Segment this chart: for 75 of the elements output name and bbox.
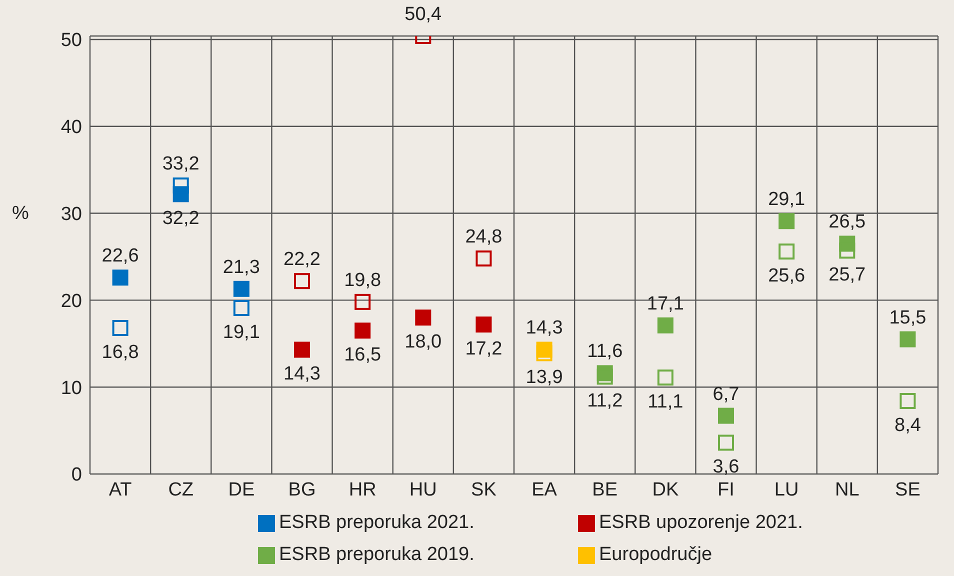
data-label: 14,3 — [526, 318, 563, 339]
data-label: 15,5 — [889, 307, 926, 328]
point — [839, 242, 856, 259]
data-label: 11,6 — [587, 341, 623, 362]
y-tick-label: 20 — [60, 290, 82, 312]
data-label: 24,8 — [465, 226, 502, 248]
point — [900, 331, 916, 348]
point — [354, 294, 371, 310]
data-label: 50,4 — [404, 4, 442, 25]
data-label: 19,8 — [344, 270, 382, 291]
point — [718, 434, 734, 451]
point — [778, 213, 795, 230]
x-tick-label: CZ — [168, 479, 194, 500]
legend-label: ESRB preporuka 2019. — [279, 544, 474, 566]
x-tick-label: BG — [288, 479, 316, 500]
point — [476, 250, 492, 266]
point — [900, 393, 916, 409]
y-tick-label: 10 — [60, 378, 82, 399]
legend-label: ESRB upozorenje 2021. — [599, 512, 803, 534]
point — [233, 300, 250, 316]
legend-label: ESRB preporuka 2021. — [279, 512, 474, 534]
point — [718, 408, 734, 424]
data-label: 32,2 — [162, 208, 200, 230]
point — [778, 244, 795, 260]
data-label: 19,1 — [222, 322, 260, 344]
data-label: 16,8 — [102, 342, 139, 363]
point — [476, 316, 492, 333]
data-label: 29,1 — [768, 189, 806, 210]
y-tick-label: 30 — [60, 204, 82, 226]
x-tick-label: AT — [108, 479, 132, 500]
x-tick-label: FI — [718, 479, 734, 500]
data-label: 6,7 — [712, 384, 740, 405]
data-label: 14,3 — [284, 364, 320, 385]
y-axis-title: % — [12, 203, 29, 225]
data-label: 22,2 — [284, 249, 320, 270]
data-label: 11,1 — [648, 392, 684, 413]
x-tick-label: SK — [471, 479, 497, 500]
x-tick-label: HU — [409, 479, 437, 500]
point — [596, 368, 613, 385]
data-label: 18,0 — [404, 332, 442, 353]
x-tick-label: LU — [774, 479, 799, 500]
x-tick-label: SE — [895, 479, 920, 500]
data-label: 21,3 — [222, 256, 260, 278]
data-label: 13,9 — [526, 367, 563, 388]
point — [294, 273, 310, 290]
y-tick-label: 50 — [60, 30, 82, 52]
data-label: 11,2 — [587, 390, 623, 412]
x-tick-label: HR — [348, 479, 376, 500]
legend-label: Europodručje — [599, 544, 712, 566]
point — [415, 310, 432, 326]
data-label: 8,4 — [894, 415, 922, 436]
point — [172, 177, 189, 194]
point — [536, 345, 552, 362]
point — [112, 270, 128, 286]
data-label: 25,7 — [828, 264, 866, 286]
point — [112, 320, 128, 336]
data-label: 16,5 — [344, 344, 382, 366]
point — [354, 322, 371, 339]
x-tick-label: DK — [652, 479, 679, 500]
data-label: 3,6 — [712, 456, 740, 478]
data-label: 22,6 — [102, 246, 139, 267]
point — [294, 342, 310, 358]
point — [233, 280, 250, 297]
x-tick-label: EA — [532, 479, 558, 500]
data-label: 33,2 — [162, 153, 200, 174]
point — [657, 317, 674, 334]
x-tick-label: NL — [834, 479, 860, 500]
data-label: 25,6 — [768, 266, 806, 287]
data-label: 26,5 — [828, 212, 866, 233]
x-tick-label: BE — [592, 479, 618, 500]
x-tick-label: DE — [228, 479, 255, 500]
y-tick-label: 0 — [71, 464, 82, 486]
data-label: 17,2 — [465, 338, 502, 360]
y-tick-label: 40 — [60, 117, 82, 138]
point — [657, 370, 674, 386]
